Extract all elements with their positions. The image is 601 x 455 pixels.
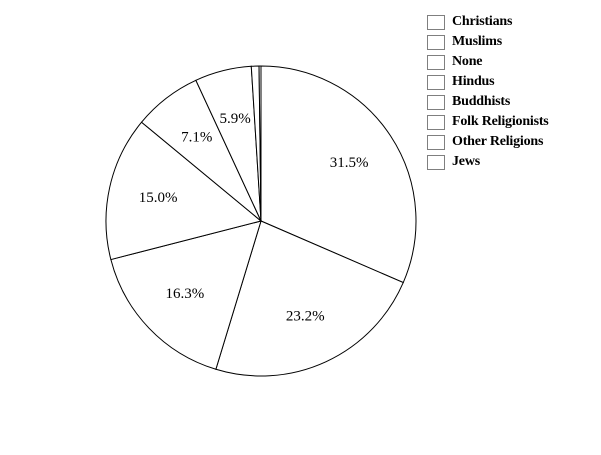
legend-item-folk-religionists: Folk Religionists [427, 112, 549, 132]
legend-item-buddhists: Buddhists [427, 92, 549, 112]
legend-item-christians: Christians [427, 12, 549, 32]
legend-label: Other Religions [452, 134, 544, 149]
legend-swatch [427, 34, 445, 50]
legend-swatch [427, 54, 445, 70]
legend-label: Hindus [452, 74, 495, 89]
legend-swatch [427, 134, 445, 150]
slice-label-hindus: 15.0% [139, 190, 178, 206]
slice-label-none: 16.3% [166, 286, 205, 302]
slice-label-buddhists: 7.1% [181, 130, 212, 146]
legend-swatch [427, 94, 445, 110]
legend-swatch [427, 14, 445, 30]
slice-label-folk-religionists: 5.9% [219, 111, 250, 127]
pie-slice-jews [258, 65, 262, 222]
legend-swatch [427, 154, 445, 170]
pie-slice-christians [260, 65, 417, 284]
legend-label: None [452, 54, 483, 69]
legend-swatch [427, 114, 445, 130]
legend-item-jews: Jews [427, 152, 549, 172]
legend-swatch [427, 74, 445, 90]
slice-label-muslims: 23.2% [286, 309, 325, 325]
legend-item-muslims: Muslims [427, 32, 549, 52]
legend-label: Muslims [452, 34, 502, 49]
legend-item-other-religions: Other Religions [427, 132, 549, 152]
legend-item-none: None [427, 52, 549, 72]
chart-legend: Christians Muslims None Hindus Buddhists Folk… [427, 12, 549, 172]
legend-label: Jews [452, 154, 480, 169]
legend-label: Buddhists [452, 94, 511, 109]
pie-slice-none [110, 220, 262, 370]
legend-label: Christians [452, 14, 513, 29]
legend-item-hindus: Hindus [427, 72, 549, 92]
pie-slice-muslims [215, 220, 404, 377]
legend-label: Folk Religionists [452, 114, 549, 129]
pie-slice-hindus [105, 121, 263, 261]
slice-label-christians: 31.5% [330, 155, 369, 171]
